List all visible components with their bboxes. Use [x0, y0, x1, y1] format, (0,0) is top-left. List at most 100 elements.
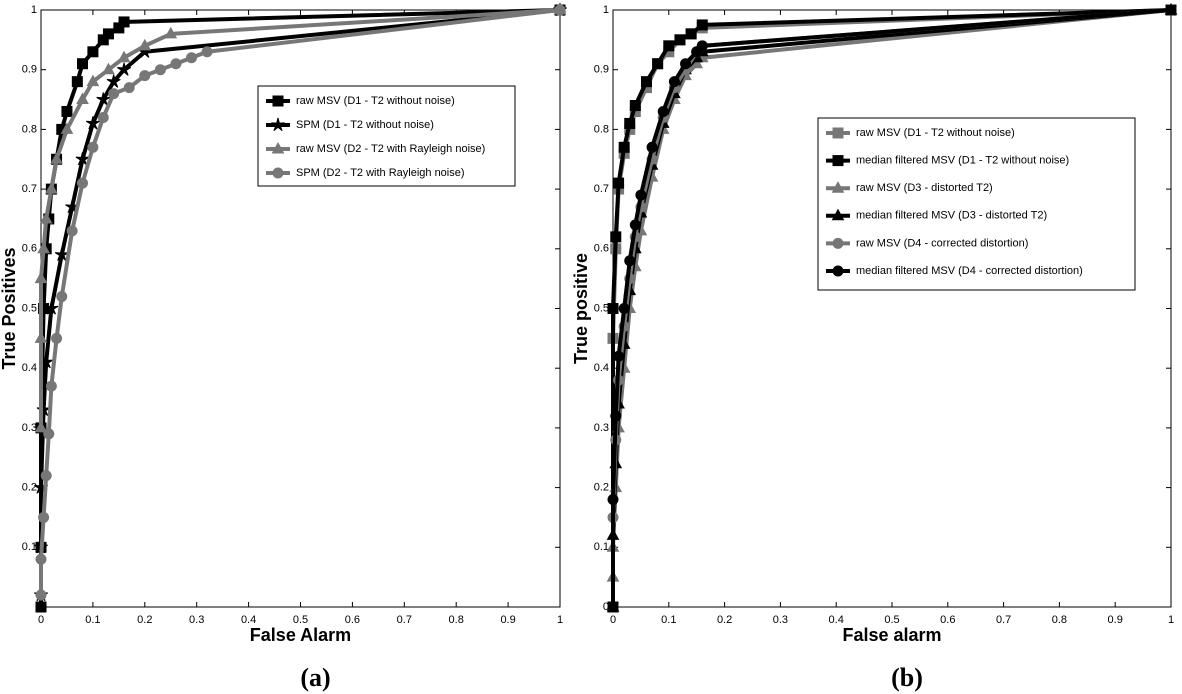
subplot: 0 0.1 0.2 0.3 0.4 0.5 0.6 0.7 0.8 0.9 1 0.1 0.2 0.3 0.… [0, 2, 567, 692]
marker [685, 28, 697, 40]
marker [607, 601, 619, 613]
marker [34, 271, 48, 284]
y-tick-label: 0.3 [594, 422, 609, 434]
marker [170, 58, 182, 70]
marker [75, 152, 90, 166]
x-tick-label: 0.1 [85, 614, 100, 626]
y-tick-label: 0.7 [594, 183, 609, 195]
marker [663, 40, 675, 52]
marker [554, 4, 566, 16]
marker [138, 38, 152, 51]
legend-marker [272, 167, 284, 179]
marker [77, 177, 89, 189]
legend-marker [832, 237, 844, 249]
y-tick-label: 0.9 [22, 64, 37, 76]
marker [54, 247, 69, 261]
y-tick-label: 0.9 [594, 64, 609, 76]
marker [87, 141, 99, 153]
legend-marker [271, 117, 285, 132]
x-axis-label: False Alarm [250, 625, 351, 645]
legend-label: median filtered MSV (D3 - distorted T2) [856, 210, 1047, 222]
y-tick-label: 0.8 [594, 123, 609, 135]
y-axis-label: True Positives [0, 247, 19, 369]
x-tick-label: 0.7 [996, 614, 1011, 626]
marker [186, 52, 198, 64]
y-tick-label: 0.6 [22, 243, 37, 255]
marker [657, 105, 669, 117]
marker [117, 62, 131, 76]
marker [674, 34, 686, 46]
legend-marker [832, 265, 844, 277]
marker [154, 64, 166, 76]
marker [35, 553, 47, 565]
marker [610, 410, 622, 422]
legend-marker [832, 127, 844, 139]
marker [108, 88, 120, 100]
x-tick-label: 0.6 [940, 614, 955, 626]
marker [117, 50, 131, 63]
x-tick-label: 0.8 [449, 614, 464, 626]
y-tick-label: 0.4 [594, 362, 609, 374]
marker [123, 82, 135, 94]
y-tick-label: 0.1 [22, 541, 37, 553]
marker [35, 601, 47, 613]
marker [34, 331, 48, 343]
marker [106, 74, 121, 88]
legend-label: raw MSV (D4 - corrected distortion) [856, 237, 1028, 249]
y-tick-label: 0.1 [594, 541, 609, 553]
x-tick-label: 0.4 [829, 614, 844, 626]
x-tick-label: 0.3 [773, 614, 788, 626]
y-tick-label: 0.4 [22, 362, 37, 374]
marker [696, 19, 708, 31]
legend-box [257, 85, 516, 187]
caption: (b) [891, 663, 923, 692]
marker [629, 100, 641, 112]
marker [87, 46, 99, 58]
x-tick-label: 0.5 [884, 614, 899, 626]
x-tick-label: 0.3 [189, 614, 204, 626]
marker [43, 428, 55, 440]
x-tick-label: 0.4 [241, 614, 256, 626]
y-axis-label: True positive [571, 253, 591, 364]
legend-label: SPM (D1 - T2 without noise) [296, 119, 434, 131]
marker [618, 141, 630, 153]
marker [696, 40, 708, 52]
x-tick-label: 0.7 [397, 614, 412, 626]
y-tick-label: 0.7 [22, 183, 37, 195]
marker [610, 231, 622, 243]
y-tick-label: 0 [603, 601, 609, 613]
x-tick-label: 0 [38, 614, 44, 626]
marker [71, 76, 83, 88]
marker [38, 511, 50, 523]
marker [624, 255, 636, 267]
y-tick-label: 0.8 [22, 123, 37, 135]
marker [1165, 4, 1177, 16]
marker [640, 76, 652, 88]
marker [680, 58, 692, 70]
marker [60, 122, 74, 134]
legend-label: raw MSV (D1 - T2 without noise) [296, 95, 455, 107]
marker [139, 70, 151, 82]
marker [607, 303, 619, 314]
x-tick-label: 1 [1168, 614, 1174, 626]
marker [201, 46, 213, 58]
plot-area [612, 9, 1172, 608]
marker [61, 105, 73, 117]
x-tick-label: 0.9 [500, 614, 515, 626]
marker [86, 74, 100, 87]
legend-label: median filtered MSV (D4 - corrected dist… [856, 265, 1083, 277]
marker [652, 58, 664, 70]
marker [39, 211, 53, 224]
y-tick-label: 1 [31, 4, 37, 16]
subplot: 0 0.1 0.2 0.3 0.4 0.5 0.6 0.7 0.8 0.9 1 0 0.1 0.2 0.3 0… [571, 2, 1178, 692]
legend-label: raw MSV (D2 - T2 with Rayleigh noise) [296, 143, 485, 155]
y-tick-label: 0.2 [22, 482, 37, 494]
y-tick-label: 0.3 [22, 422, 37, 434]
x-axis-label: False alarm [842, 625, 941, 645]
marker [118, 16, 130, 28]
y-tick-label: 0.6 [594, 243, 609, 255]
marker [613, 350, 625, 362]
x-tick-label: 1 [557, 614, 563, 626]
marker [40, 470, 52, 482]
